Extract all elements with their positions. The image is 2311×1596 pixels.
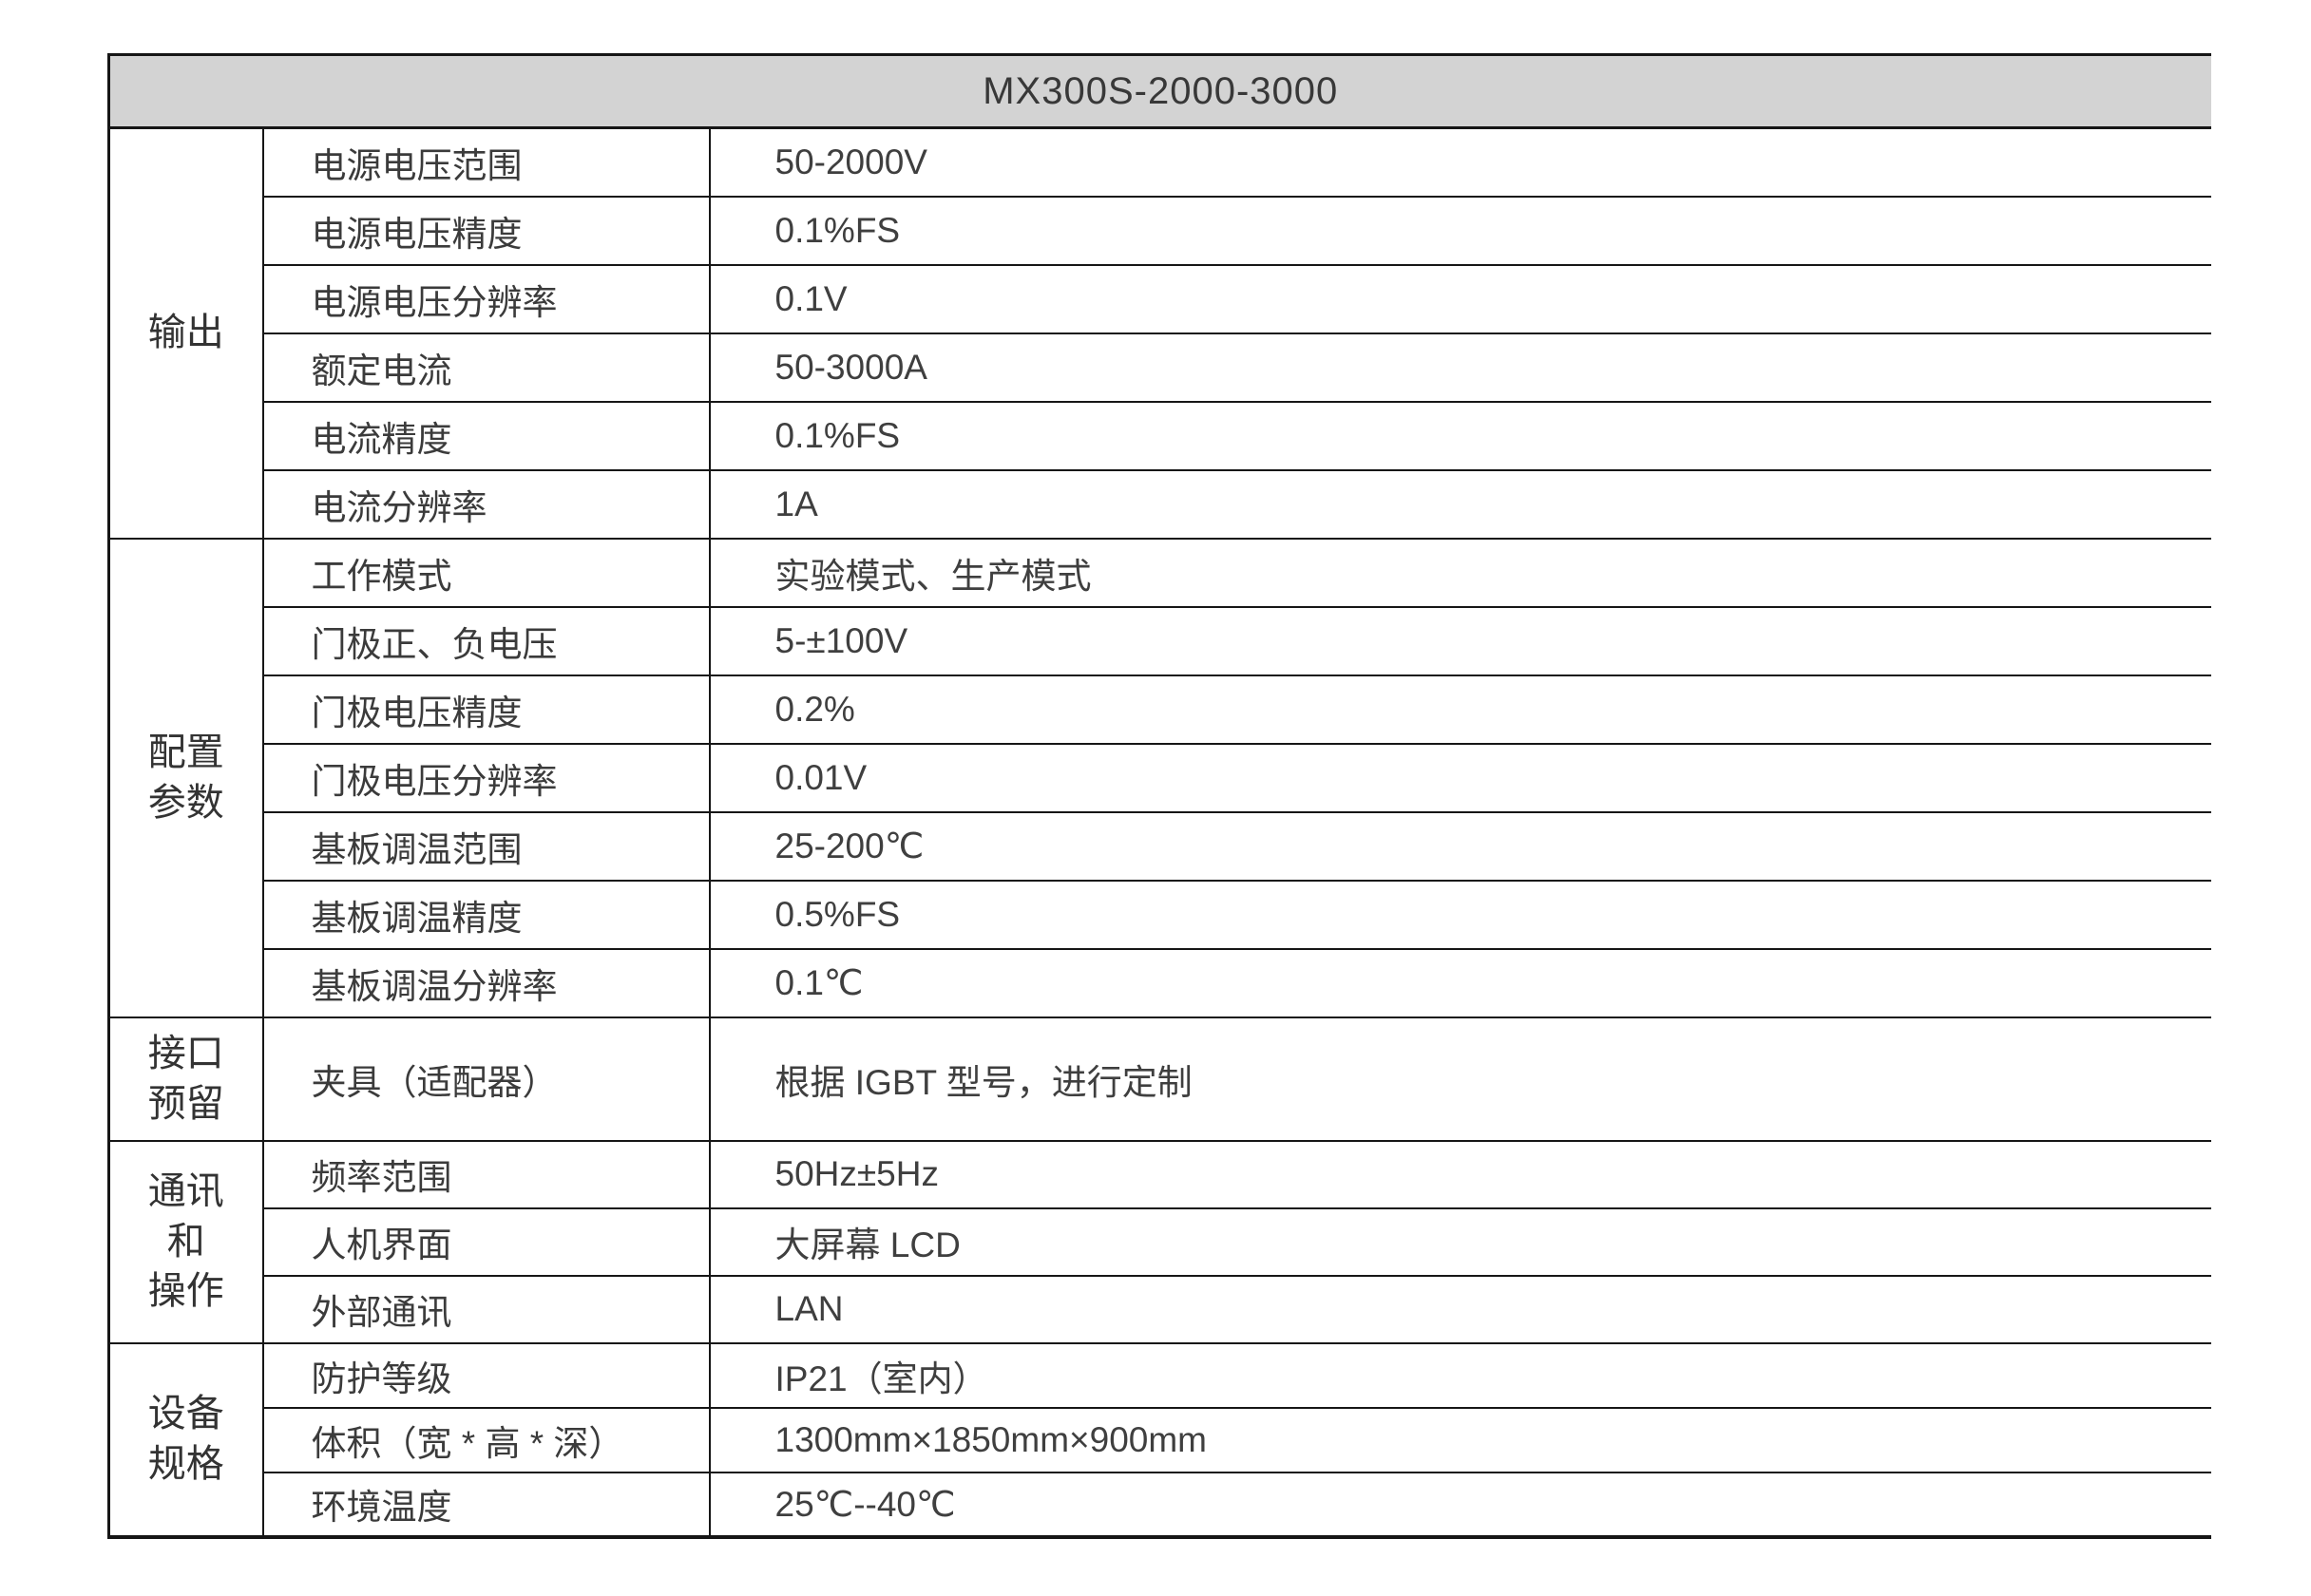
param-value: 25-200℃ xyxy=(709,810,2211,881)
group-cell-device-specs: 设备 规格 xyxy=(108,1341,264,1537)
table-row: 电源电压分辨率 0.1V xyxy=(109,263,2211,333)
table-row: 配置 参数 工作模式 实验模式、生产模式 xyxy=(108,537,2211,1017)
table-row: 门极正、负电压 5-±100V xyxy=(109,605,2211,675)
group-cell-comm-and-operation: 通讯和操作 xyxy=(108,1139,264,1343)
param-value: IP21（室内） xyxy=(709,1341,2211,1408)
param-value: 1A xyxy=(709,468,2211,539)
table-row: 通讯和操作 频率范围 50Hz±5Hz xyxy=(108,1139,2211,1343)
param-value: 0.5%FS xyxy=(709,879,2211,949)
param-label: 电流精度 xyxy=(262,400,711,470)
table-row: 接口 预留 夹具（适配器） 根据 IGBT 型号，进行定制 xyxy=(108,1016,2211,1141)
param-label: 外部通讯 xyxy=(262,1274,711,1343)
table-row: 人机界面 大屏幕 LCD xyxy=(109,1206,2211,1276)
table-row: 基板调温分辨率 0.1℃ xyxy=(109,947,2211,1017)
param-value: 25℃--40℃ xyxy=(709,1471,2211,1537)
table-row: 外部通讯 LAN xyxy=(109,1274,2211,1343)
spec-table-body: 输出 电源电压范围 50-2000V 电源电压精度 0.1%FS 电源电压分辨率 0.1V 额… xyxy=(108,126,2211,1537)
param-label: 基板调温分辨率 xyxy=(262,947,711,1017)
param-value: 50-3000A xyxy=(709,332,2211,402)
param-value: 大屏幕 LCD xyxy=(709,1206,2211,1276)
param-value: 0.1V xyxy=(709,263,2211,333)
param-label: 电源电压范围 xyxy=(262,126,711,197)
param-value: 50-2000V xyxy=(709,126,2211,197)
param-label: 基板调温范围 xyxy=(262,810,711,881)
param-value: LAN xyxy=(709,1274,2211,1343)
param-label: 电源电压精度 xyxy=(262,195,711,265)
table-row: 门极电压分辨率 0.01V xyxy=(109,742,2211,812)
param-value: 0.2% xyxy=(709,674,2211,744)
param-label: 电源电压分辨率 xyxy=(262,263,711,333)
group-cell-interface-reserved: 接口 预留 xyxy=(108,1016,264,1141)
param-label: 门极正、负电压 xyxy=(262,605,711,675)
param-value: 根据 IGBT 型号，进行定制 xyxy=(709,1016,2211,1141)
param-value: 0.1℃ xyxy=(709,947,2211,1017)
param-label: 工作模式 xyxy=(262,537,711,607)
table-row: 输出 电源电压范围 50-2000V xyxy=(108,126,2211,539)
table-row: 电流精度 0.1%FS xyxy=(109,400,2211,470)
table-row: 环境温度 25℃--40℃ xyxy=(109,1471,2211,1537)
table-row: 体积（宽 * 高 * 深） 1300mm×1850mm×900mm xyxy=(109,1406,2211,1472)
table-row: 电流分辨率 1A xyxy=(109,468,2211,539)
param-label: 额定电流 xyxy=(262,332,711,402)
param-value: 0.01V xyxy=(709,742,2211,812)
group-cell-config-params: 配置 参数 xyxy=(108,537,264,1017)
param-label: 夹具（适配器） xyxy=(262,1016,711,1141)
table-title: MX300S-2000-3000 xyxy=(108,54,2211,129)
param-label: 基板调温精度 xyxy=(262,879,711,949)
table-row: 基板调温精度 0.5%FS xyxy=(109,879,2211,949)
param-label: 防护等级 xyxy=(262,1341,711,1408)
param-label: 门极电压精度 xyxy=(262,674,711,744)
table-row: 门极电压精度 0.2% xyxy=(109,674,2211,744)
table-row: 基板调温范围 25-200℃ xyxy=(109,810,2211,881)
param-value: 实验模式、生产模式 xyxy=(709,537,2211,607)
param-label: 门极电压分辨率 xyxy=(262,742,711,812)
param-label: 频率范围 xyxy=(262,1139,711,1208)
param-label: 人机界面 xyxy=(262,1206,711,1276)
param-value: 0.1%FS xyxy=(709,400,2211,470)
param-value: 50Hz±5Hz xyxy=(709,1139,2211,1208)
param-label: 环境温度 xyxy=(262,1471,711,1537)
group-cell-output: 输出 xyxy=(108,126,264,539)
table-row: 电源电压精度 0.1%FS xyxy=(109,195,2211,265)
param-label: 体积（宽 * 高 * 深） xyxy=(262,1406,711,1472)
param-label: 电流分辨率 xyxy=(262,468,711,539)
param-value: 0.1%FS xyxy=(709,195,2211,265)
table-header-row: MX300S-2000-3000 xyxy=(108,54,2211,129)
table-row: 设备 规格 防护等级 IP21（室内） xyxy=(108,1341,2211,1537)
param-value: 5-±100V xyxy=(709,605,2211,675)
spec-table: MX300S-2000-3000 输出 电源电压范围 50-2000V 电源电压精度 0… xyxy=(107,53,2211,1539)
table-row: 额定电流 50-3000A xyxy=(109,332,2211,402)
param-value: 1300mm×1850mm×900mm xyxy=(709,1406,2211,1472)
